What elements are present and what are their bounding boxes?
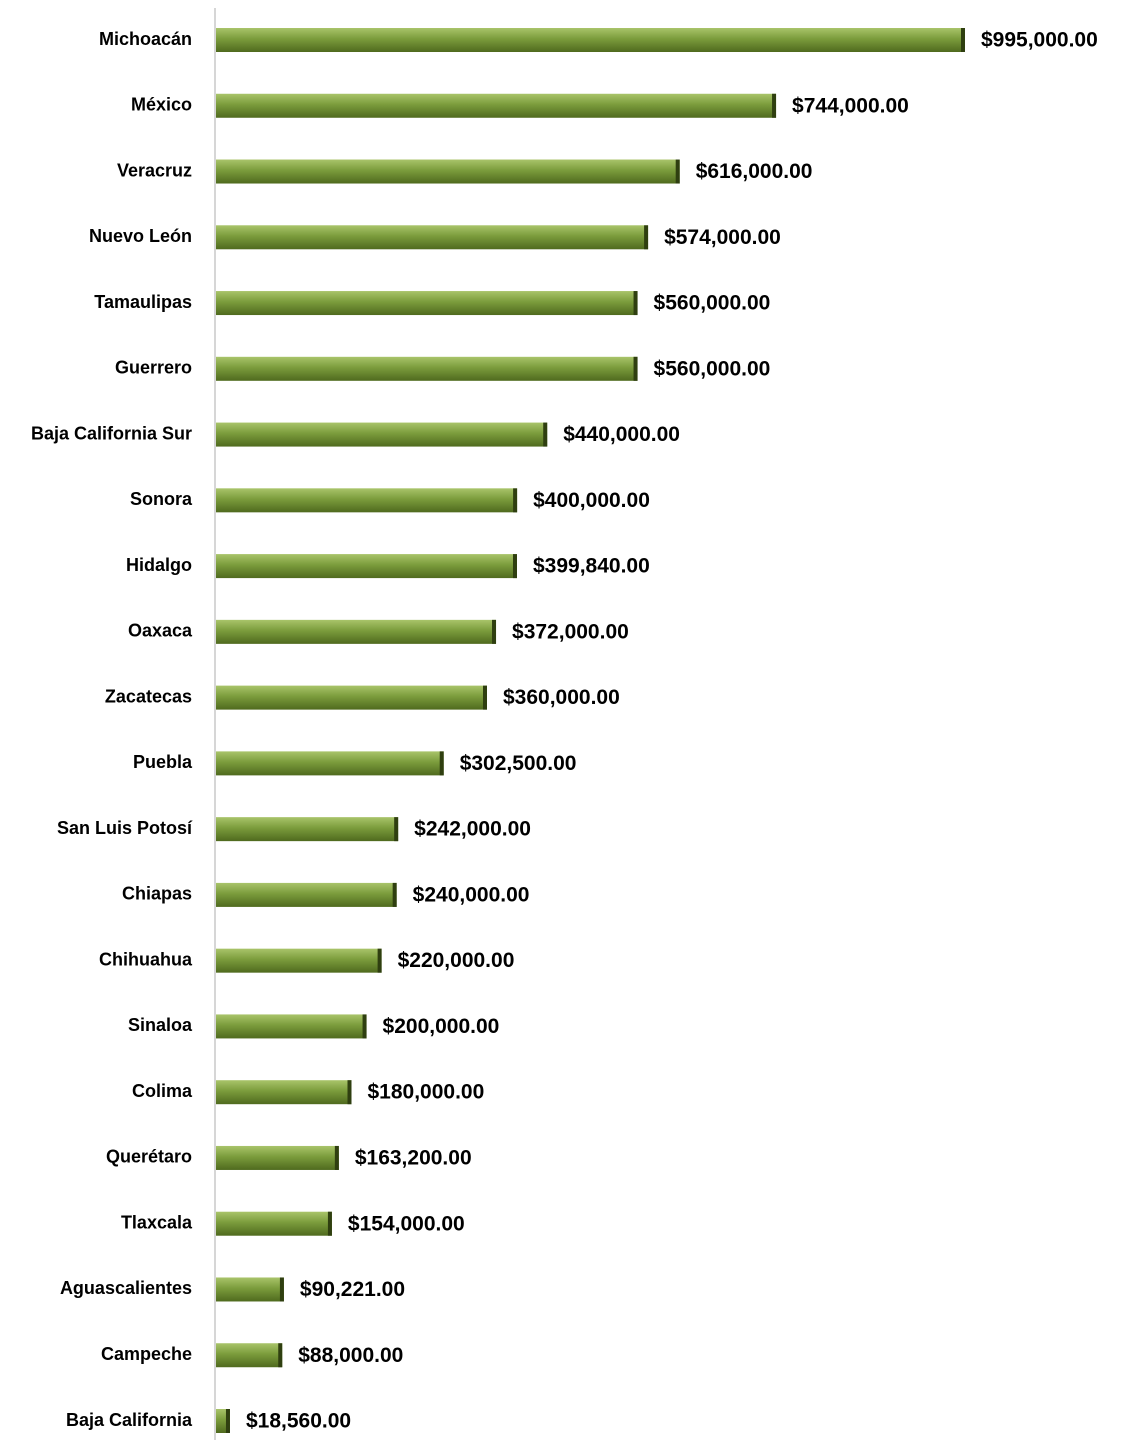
bar xyxy=(216,554,517,579)
value-label: $574,000.00 xyxy=(664,226,781,249)
category-label: Zacatecas xyxy=(105,686,192,706)
category-label: Veracruz xyxy=(117,160,192,180)
value-label: $560,000.00 xyxy=(654,292,771,315)
category-label: Michoacán xyxy=(99,29,192,49)
bar-cap xyxy=(327,1211,332,1236)
value-label: $242,000.00 xyxy=(414,818,531,841)
bar-cap xyxy=(394,817,399,842)
bar xyxy=(216,817,399,842)
value-label: $400,000.00 xyxy=(533,489,650,512)
value-label: $399,840.00 xyxy=(533,555,650,578)
value-label: $163,200.00 xyxy=(355,1146,472,1169)
category-label: Hidalgo xyxy=(126,555,192,575)
category-label: Nuevo León xyxy=(89,226,192,246)
bar xyxy=(216,882,397,907)
bar xyxy=(216,751,444,776)
value-label: $18,560.00 xyxy=(246,1410,351,1433)
category-label: San Luis Potosí xyxy=(57,818,193,838)
value-label: $440,000.00 xyxy=(563,423,680,446)
bar xyxy=(216,948,382,973)
bar-cap xyxy=(392,882,397,907)
value-label: $302,500.00 xyxy=(460,752,577,775)
bar-cap xyxy=(961,28,965,52)
category-label: Sonora xyxy=(130,489,193,509)
bar-cap xyxy=(772,93,777,118)
value-label: $360,000.00 xyxy=(503,686,620,709)
bar-cap xyxy=(644,225,649,250)
bar xyxy=(216,1343,283,1368)
category-label: Tamaulipas xyxy=(94,292,192,312)
bar xyxy=(216,488,518,513)
bar-cap xyxy=(278,1343,283,1368)
bar xyxy=(216,619,497,644)
bar xyxy=(216,1277,284,1302)
category-label: Guerrero xyxy=(115,358,192,378)
value-label: $88,000.00 xyxy=(298,1344,403,1367)
category-label: Tlaxcala xyxy=(121,1212,193,1232)
bar-cap xyxy=(513,488,518,513)
value-label: $995,000.00 xyxy=(981,29,1098,52)
bar-cap xyxy=(334,1145,339,1170)
bar-cap xyxy=(633,356,638,381)
category-label: Sinaloa xyxy=(128,1015,193,1035)
bar-cap xyxy=(512,554,517,579)
bar xyxy=(216,1080,352,1105)
bar xyxy=(216,1211,332,1236)
bar-cap xyxy=(492,619,497,644)
bar-cap xyxy=(347,1080,352,1105)
value-label: $154,000.00 xyxy=(348,1212,465,1235)
bar xyxy=(216,93,777,118)
bar xyxy=(216,685,487,710)
bar-cap xyxy=(543,422,548,447)
bar-cap xyxy=(439,751,444,776)
bar xyxy=(216,1145,339,1170)
category-label: Puebla xyxy=(133,752,193,772)
bar-cap xyxy=(633,291,638,316)
value-label: $744,000.00 xyxy=(792,94,909,117)
value-label: $90,221.00 xyxy=(300,1278,405,1301)
value-label: $220,000.00 xyxy=(398,949,515,972)
bar-cap xyxy=(377,948,382,973)
value-label: $240,000.00 xyxy=(413,883,530,906)
bar xyxy=(216,159,680,184)
bar xyxy=(216,225,649,250)
bar xyxy=(216,356,638,381)
bar xyxy=(216,422,548,447)
bar-cap xyxy=(482,685,487,710)
bar xyxy=(216,28,965,52)
bar-cap xyxy=(362,1014,367,1039)
bar xyxy=(216,1014,367,1039)
category-label: Colima xyxy=(132,1081,193,1101)
value-label: $200,000.00 xyxy=(383,1015,500,1038)
category-label: Baja California Sur xyxy=(31,423,192,443)
bar-cap xyxy=(279,1277,284,1302)
value-label: $560,000.00 xyxy=(654,357,771,380)
category-label: Oaxaca xyxy=(128,621,193,641)
category-label: Chihuahua xyxy=(99,949,193,969)
category-label: Campeche xyxy=(101,1344,192,1364)
category-label: Aguascalientes xyxy=(60,1278,192,1298)
value-label: $180,000.00 xyxy=(367,1081,484,1104)
category-label: México xyxy=(131,95,192,115)
bar xyxy=(216,291,638,316)
bar-cap xyxy=(675,159,680,184)
category-label: Chiapas xyxy=(122,884,192,904)
value-label: $372,000.00 xyxy=(512,620,629,643)
category-label: Baja California xyxy=(66,1410,193,1430)
bar-cap xyxy=(225,1409,230,1433)
value-label: $616,000.00 xyxy=(696,160,813,183)
category-label: Querétaro xyxy=(106,1147,192,1167)
